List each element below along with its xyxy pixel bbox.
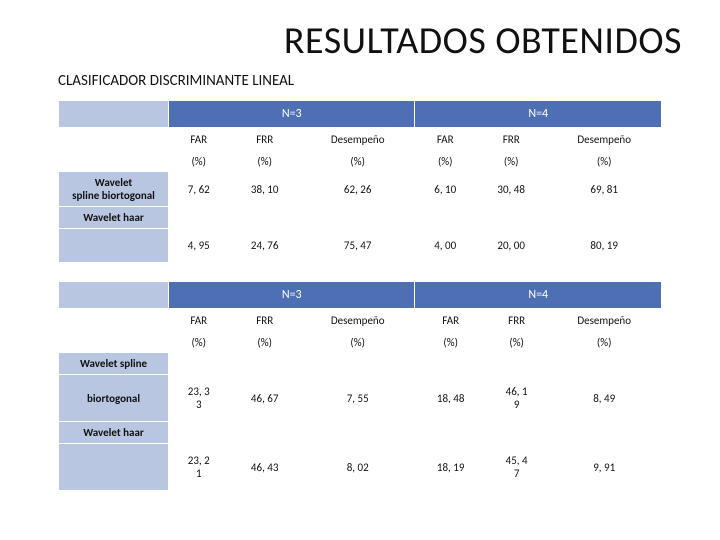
pct-cell: (%) — [229, 333, 300, 353]
blank-corner — [59, 101, 169, 128]
cell-line1: 23, 3 — [173, 385, 225, 398]
blank-cell — [59, 444, 169, 491]
pct-cell: (%) — [300, 333, 415, 353]
col-far-3: FAR — [169, 309, 230, 333]
cell: 23, 3 3 — [169, 375, 230, 422]
cell-line2: 7 — [491, 467, 543, 480]
row-label-wavelet-haar: Wavelet haar — [59, 422, 169, 444]
cell-line1: 23, 2 — [173, 454, 225, 467]
cell: 62, 26 — [300, 172, 415, 207]
col-far-4: FAR — [415, 309, 486, 333]
cell: 46, 67 — [229, 375, 300, 422]
row-label-wavelet-spline-a: Wavelet spline — [59, 353, 169, 375]
group-n3: N=3 — [169, 101, 415, 128]
table-row-label-only: Wavelet haar — [59, 207, 662, 229]
cell: 20, 00 — [475, 229, 546, 263]
table-2-wrap: N=3 N=4 FAR FRR Desempeño FAR FRR Desemp… — [0, 281, 720, 509]
group-header-row: N=3 N=4 — [59, 282, 662, 309]
pct-row: (%) (%) (%) (%) (%) (%) — [59, 333, 662, 353]
table-1: N=3 N=4 FAR FRR Desempeño FAR FRR Desemp… — [58, 100, 662, 263]
cell: 7, 55 — [300, 375, 415, 422]
cell: 4, 95 — [169, 229, 230, 263]
group-n4: N=4 — [415, 101, 662, 128]
col-far-3: FAR — [169, 128, 230, 152]
cell: 23, 2 1 — [169, 444, 230, 491]
table-2: N=3 N=4 FAR FRR Desempeño FAR FRR Desemp… — [58, 281, 662, 491]
cell: 46, 1 9 — [486, 375, 547, 422]
cell: 69, 81 — [547, 172, 662, 207]
pct-cell: (%) — [415, 333, 486, 353]
cell: 38, 10 — [229, 172, 300, 207]
table-1-wrap: N=3 N=4 FAR FRR Desempeño FAR FRR Desemp… — [0, 100, 720, 281]
group-header-row: N=3 N=4 — [59, 101, 662, 128]
group-n4: N=4 — [415, 282, 662, 309]
empty-cell — [169, 422, 662, 444]
row-label-wavelet-spline: Wavelet spline biortogonal — [59, 172, 169, 207]
cell: 75, 47 — [300, 229, 415, 263]
col-des-3: Desempeño — [300, 128, 415, 152]
col-des-4: Desempeño — [547, 309, 662, 333]
cell: 8, 02 — [300, 444, 415, 491]
row-label-wavelet-haar: Wavelet haar — [59, 207, 169, 229]
blank-cell — [59, 333, 169, 353]
table-row: 23, 2 1 46, 43 8, 02 18, 19 45, 4 7 9, 9… — [59, 444, 662, 491]
row-label-wavelet-spline-b: biortogonal — [59, 375, 169, 422]
cell-line1: 45, 4 — [491, 454, 543, 467]
pct-cell: (%) — [229, 152, 300, 172]
cell: 4, 00 — [415, 229, 476, 263]
pct-cell: (%) — [486, 333, 547, 353]
pct-cell: (%) — [169, 152, 230, 172]
col-frr-3: FRR — [229, 309, 300, 333]
blank-cell — [59, 128, 169, 152]
cell-line2: 1 — [173, 467, 225, 480]
pct-cell: (%) — [547, 152, 662, 172]
cell: 18, 48 — [415, 375, 486, 422]
blank-cell — [59, 309, 169, 333]
table-row: 4, 95 24, 76 75, 47 4, 00 20, 00 80, 19 — [59, 229, 662, 263]
col-frr-4: FRR — [475, 128, 546, 152]
cell: 8, 49 — [547, 375, 662, 422]
cell: 9, 91 — [547, 444, 662, 491]
col-des-4: Desempeño — [547, 128, 662, 152]
blank-cell — [59, 152, 169, 172]
cell: 46, 43 — [229, 444, 300, 491]
cell-line2: 9 — [491, 398, 543, 411]
col-header-row: FAR FRR Desempeño FAR FRR Desempeño — [59, 309, 662, 333]
group-n3: N=3 — [169, 282, 415, 309]
cell: 6, 10 — [415, 172, 476, 207]
empty-cell — [169, 353, 662, 375]
pct-cell: (%) — [169, 333, 230, 353]
pct-row: (%) (%) (%) (%) (%) (%) — [59, 152, 662, 172]
row-label-line1: Wavelet — [61, 176, 166, 189]
table-row: biortogonal 23, 3 3 46, 67 7, 55 18, 48 … — [59, 375, 662, 422]
page-title: RESULTADOS OBTENIDOS — [0, 0, 720, 72]
col-far-4: FAR — [415, 128, 476, 152]
pct-cell: (%) — [547, 333, 662, 353]
cell: 30, 48 — [475, 172, 546, 207]
cell-line2: 3 — [173, 398, 225, 411]
page-subtitle: CLASIFICADOR DISCRIMINANTE LINEAL — [0, 72, 720, 100]
table-row-label-only: Wavelet spline — [59, 353, 662, 375]
table-row: Wavelet spline biortogonal 7, 62 38, 10 … — [59, 172, 662, 207]
cell: 80, 19 — [547, 229, 662, 263]
cell: 24, 76 — [229, 229, 300, 263]
col-frr-4: FRR — [486, 309, 547, 333]
table-row-label-only: Wavelet haar — [59, 422, 662, 444]
pct-cell: (%) — [415, 152, 476, 172]
pct-cell: (%) — [300, 152, 415, 172]
pct-cell: (%) — [475, 152, 546, 172]
cell: 45, 4 7 — [486, 444, 547, 491]
row-label-line2: spline biortogonal — [61, 189, 166, 202]
col-des-3: Desempeño — [300, 309, 415, 333]
cell: 7, 62 — [169, 172, 230, 207]
cell: 18, 19 — [415, 444, 486, 491]
cell-line1: 46, 1 — [491, 385, 543, 398]
blank-corner — [59, 282, 169, 309]
empty-cell — [169, 207, 662, 229]
col-header-row: FAR FRR Desempeño FAR FRR Desempeño — [59, 128, 662, 152]
col-frr-3: FRR — [229, 128, 300, 152]
blank-cell — [59, 229, 169, 263]
